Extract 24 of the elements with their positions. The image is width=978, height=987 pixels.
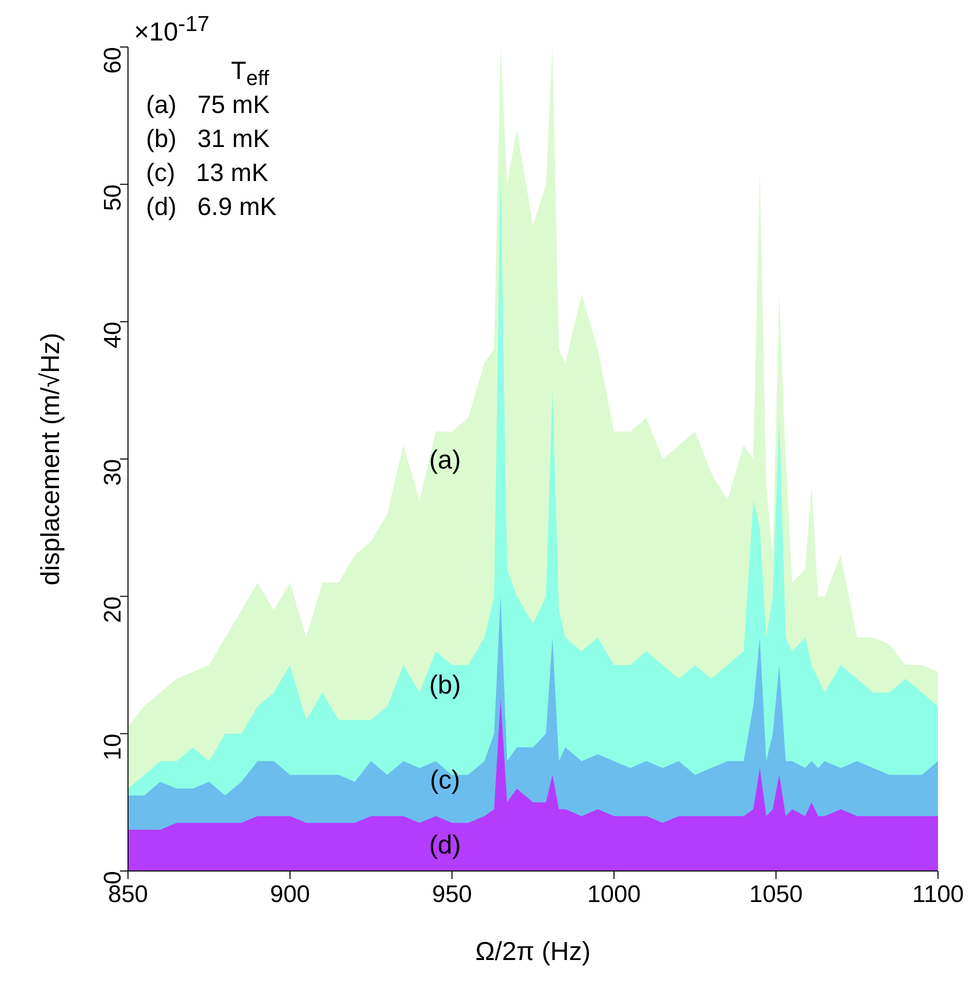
text: ×10$^{-17}$ — [134, 11, 210, 48]
annotation: T$_{eff}$ — [231, 57, 270, 91]
x-tick-label: 1000 — [587, 881, 641, 908]
y-tick-label: 50 — [100, 184, 127, 212]
annotation: (b) 31 mK — [146, 125, 270, 154]
y-tick-label: 10 — [100, 734, 127, 760]
y-axis-title: displacement (m/√Hz) — [35, 332, 66, 586]
y-tick-label: 20 — [100, 596, 127, 624]
y-tick-label: 40 — [100, 322, 127, 348]
y-tick-label: 60 — [100, 47, 127, 74]
x-tick-label: 900 — [270, 881, 310, 908]
y-tick-label: 30 — [100, 459, 127, 486]
annotation: (a) — [429, 444, 461, 476]
x-tick-label: 1050 — [749, 881, 803, 908]
y-tick-label: 0 — [100, 871, 127, 884]
x-axis-title: Ω/2π (Hz) — [475, 936, 591, 966]
annotation: (c) — [430, 764, 460, 796]
annotation: (d) 6.9 mK — [146, 193, 277, 222]
annotation: (a) 75 mK — [146, 91, 270, 120]
annotation: (c) 13 mK — [146, 159, 268, 188]
x-tick-label: 950 — [432, 881, 472, 908]
x-tick-label: 1100 — [912, 881, 964, 908]
annotation: (d) — [429, 830, 461, 860]
annotation: (b) — [429, 670, 461, 700]
